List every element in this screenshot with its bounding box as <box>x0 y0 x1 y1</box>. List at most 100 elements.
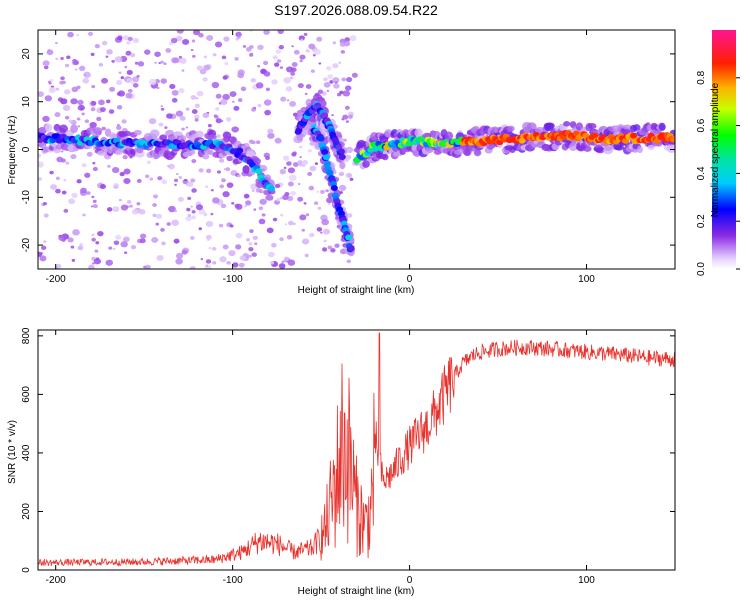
spectrogram-noise-cell <box>205 264 209 267</box>
spectrogram-noise-cell <box>101 40 108 46</box>
spectrogram-noise-cell <box>118 198 122 202</box>
spectrogram-halo-cell <box>534 126 545 134</box>
spectrogram-noise-cell <box>219 256 227 263</box>
spectrogram-noise-cell <box>161 241 166 246</box>
spectrogram-ridge-cell <box>622 137 630 144</box>
spectrogram-noise-cell <box>325 189 329 193</box>
spectrogram-noise-cell <box>202 112 210 119</box>
spectrogram-noise-cell <box>279 237 284 242</box>
spectrogram-noise-cell <box>194 118 199 122</box>
spectrogram-noise-cell <box>310 69 315 73</box>
spectrogram-noise-cell <box>106 99 111 104</box>
spectrogram-noise-cell <box>205 259 212 264</box>
spectrogram-noise-cell <box>112 247 116 251</box>
spectrogram-noise-cell <box>215 93 222 99</box>
spectrogram-noise-cell <box>151 237 159 243</box>
spectrogram-noise-cell <box>50 184 57 190</box>
spectrogram-halo-cell <box>647 144 655 151</box>
colorbar-tick-label: 0.2 <box>696 214 707 228</box>
spectrogram-noise-cell <box>299 59 303 63</box>
spectrogram-noise-cell <box>160 107 165 111</box>
spectrogram-noise-cell <box>275 198 281 202</box>
spectrogram-noise-cell <box>108 109 115 114</box>
spectrogram-noise-cell <box>308 185 315 191</box>
spectrogram-noise-cell <box>80 107 84 111</box>
spectrogram-noise-cell <box>255 82 264 89</box>
spectrogram-noise-cell <box>171 165 175 169</box>
spectrogram-noise-cell <box>258 218 266 225</box>
spectrogram-noise-cell <box>90 205 94 208</box>
spectrogram-noise-cell <box>118 71 122 74</box>
spectrogram-noise-cell <box>95 241 100 245</box>
spectrogram-noise-cell <box>152 203 157 208</box>
spectrogram-noise-cell <box>211 81 220 89</box>
spectrogram-noise-cell <box>67 237 74 243</box>
spectrogram-noise-cell <box>210 212 214 216</box>
spectrogram-noise-cell <box>274 183 281 189</box>
spectrogram-noise-cell <box>175 252 184 259</box>
colorbar-ticks: 0.0 0.2 0.4 0.6 0.8 <box>696 70 740 276</box>
spectrogram-noise-cell <box>267 132 275 139</box>
spectrogram-noise-cell <box>65 161 70 165</box>
spectrogram-noise-cell <box>344 105 350 110</box>
spectrogram-noise-cell <box>286 234 293 240</box>
spectrogram-noise-cell <box>326 66 332 71</box>
spectrogram-noise-cell <box>291 45 294 48</box>
spectrogram-noise-cell <box>251 140 256 145</box>
spectrogram-noise-cell <box>308 43 316 50</box>
spectrogram-ridge-cell <box>330 184 338 191</box>
spectrogram-noise-cell <box>316 190 320 193</box>
spectrogram-halo-cell <box>546 122 555 129</box>
spectrogram-noise-cell <box>105 55 109 58</box>
spectrogram-noise-cell <box>198 208 206 215</box>
snr-ylabel: SNR (10 * v/v) <box>7 420 18 484</box>
spectrogram-noise-cell <box>43 201 47 206</box>
spectrogram-noise-cell <box>61 190 67 195</box>
spectrogram-noise-cell <box>81 163 87 168</box>
spectrogram-ridge-cell <box>347 245 355 252</box>
spectrogram-noise-cell <box>86 151 93 157</box>
spectrogram-noise-cell <box>42 60 50 67</box>
spectrogram-ridge-cell <box>669 136 675 143</box>
spectrogram-noise-cell <box>194 114 200 120</box>
spectrogram-noise-cell <box>126 69 133 76</box>
spectrogram-noise-cell <box>212 261 217 265</box>
snr-marks <box>38 332 675 567</box>
spectrogram-halo-cell <box>203 149 213 155</box>
spectrogram-noise-cell <box>313 201 319 205</box>
spectrogram-noise-cell <box>131 81 135 85</box>
spectrogram-noise-cell <box>280 96 287 102</box>
spectrogram-noise-cell <box>344 85 352 91</box>
spectrogram-noise-cell <box>278 263 286 269</box>
snr-xlabel: Height of straight line (km) <box>298 586 415 597</box>
snr-ytick-label: 800 <box>21 327 32 344</box>
spectrogram-noise-cell <box>245 200 252 206</box>
spectrogram-noise-cell <box>349 177 354 181</box>
colorbar-gradient <box>712 30 736 269</box>
spectrogram-noise-cell <box>155 222 160 226</box>
spectrogram-xtick-label: -100 <box>223 274 243 285</box>
spectrogram-noise-cell <box>248 246 254 252</box>
spectrogram-noise-cell <box>134 61 139 65</box>
spectrogram-xtick-label: 0 <box>407 274 413 285</box>
spectrogram-noise-cell <box>313 48 321 56</box>
spectrogram-noise-cell <box>249 229 254 233</box>
spectrogram-noise-cell <box>207 124 212 128</box>
spectrogram-noise-cell <box>55 188 61 194</box>
spectrogram-noise-cell <box>283 155 290 161</box>
spectrogram-noise-cell <box>191 210 196 214</box>
spectrogram-noise-cell <box>131 208 139 215</box>
spectrogram-noise-cell <box>61 80 66 85</box>
spectrogram-noise-cell <box>154 61 157 64</box>
spectrogram-noise-cell <box>82 213 86 217</box>
spectrogram-noise-cell <box>232 262 239 268</box>
spectrogram-xtick-label: -200 <box>46 274 66 285</box>
spectrogram-noise-cell <box>279 66 284 69</box>
spectrogram-noise-cell <box>283 166 287 169</box>
spectrogram-noise-cell <box>203 55 208 59</box>
spectrogram-noise-cell <box>299 54 306 60</box>
spectrogram-noise-cell <box>92 203 98 209</box>
spectrogram-noise-cell <box>186 181 194 187</box>
spectrogram-noise-cell <box>240 86 247 92</box>
